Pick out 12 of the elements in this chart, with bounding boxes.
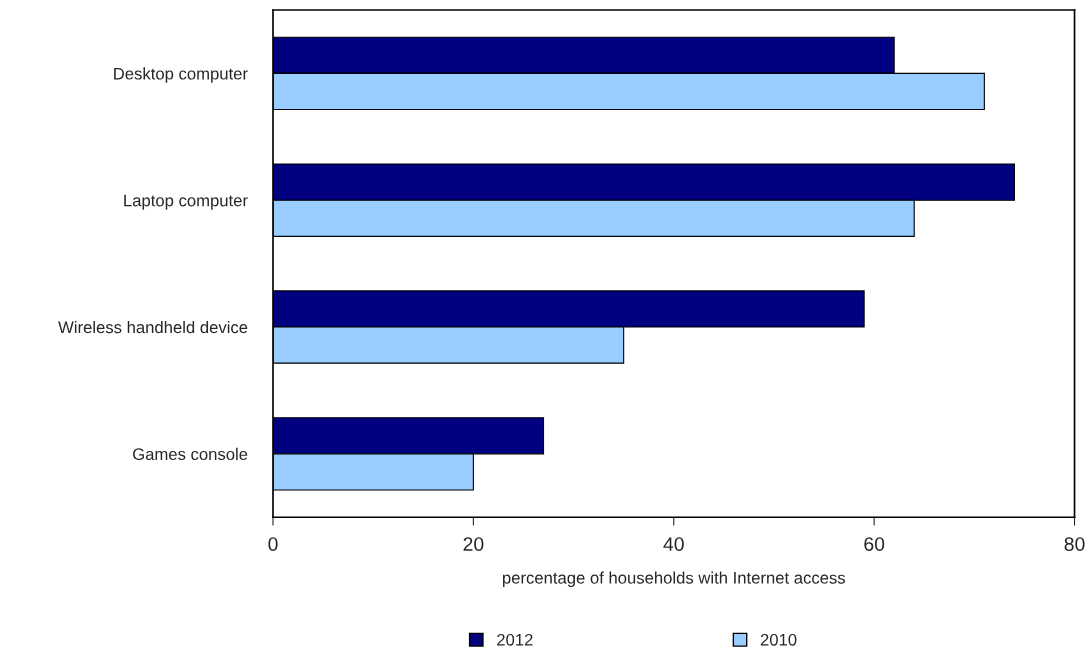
x-tick-label: 60: [864, 537, 885, 551]
y-tick-label: Desktop computer: [114, 67, 248, 83]
x-tick-label: 80: [1064, 537, 1085, 551]
x-tick-label: 40: [663, 537, 684, 551]
y-tick-label: Laptop computer: [124, 194, 248, 210]
y-tick-label: Games console: [133, 447, 248, 461]
legend-label: 2012: [497, 633, 533, 646]
x-axis-title: percentage of households with Internet access: [502, 571, 846, 588]
x-tick-label: 0: [268, 537, 278, 551]
y-tick-label: Wireless handheld device: [58, 320, 248, 334]
legend-label: 2010: [760, 633, 797, 646]
x-tick-label: 20: [463, 537, 484, 551]
